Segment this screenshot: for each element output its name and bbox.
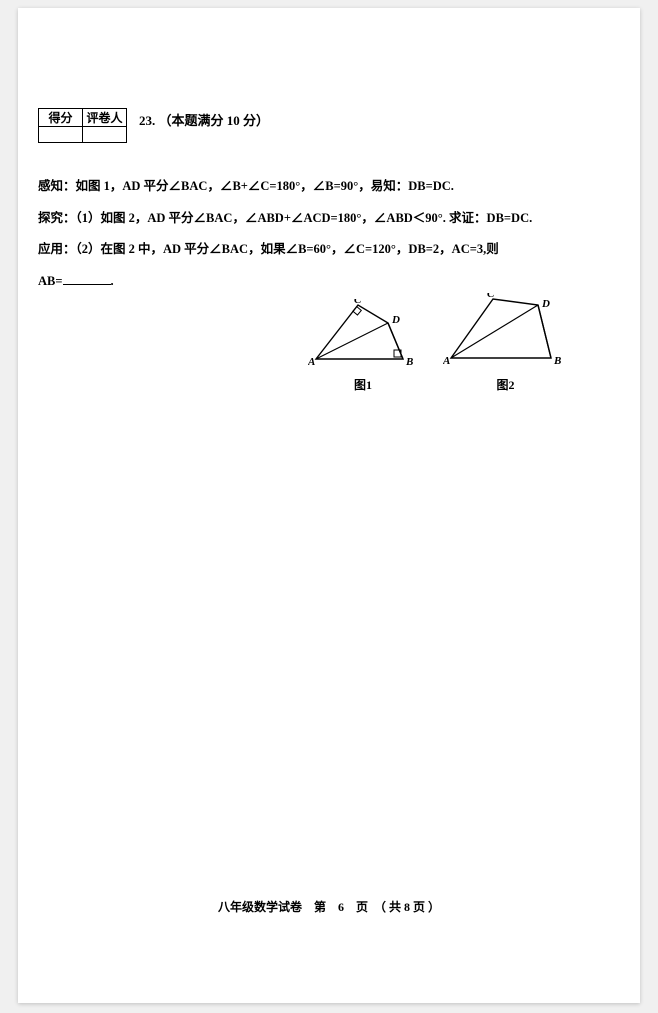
line-3b-suffix: .	[111, 274, 114, 288]
answer-blank[interactable]	[63, 284, 111, 285]
figure-1-caption: 图1	[354, 372, 372, 398]
fig2-label-A: A	[443, 355, 450, 367]
score-cell-grader[interactable]	[83, 127, 127, 143]
figure-2-svg: A B C D	[443, 293, 568, 369]
fig2-label-C: C	[487, 293, 495, 300]
fig1-label-B: B	[405, 356, 413, 368]
score-cell-score[interactable]	[39, 127, 83, 143]
line-2: 探究：（1）如图 2，AD 平分∠BAC，∠ABD+∠ACD=180°，∠ABD…	[38, 205, 620, 233]
fig1-label-C: C	[354, 299, 362, 306]
score-header-grader: 评卷人	[83, 109, 127, 127]
question-number: 23.	[139, 113, 155, 128]
figure-1-svg: A B C D	[308, 299, 418, 369]
fig2-label-D: D	[541, 298, 550, 310]
fig2-label-B: B	[553, 355, 561, 367]
figures-row: A B C D 图1 A B C D 图2	[38, 299, 620, 409]
figure-2: A B C D 图2	[443, 293, 568, 398]
line-1: 感知：如图 1，AD 平分∠BAC，∠B+∠C=180°，∠B=90°，易知：D…	[38, 173, 620, 201]
score-table: 得分 评卷人	[38, 108, 127, 143]
fig1-label-A: A	[308, 356, 315, 368]
exam-page: 得分 评卷人 23. （本题满分 10 分） 感知：如图 1，AD 平分∠BAC…	[18, 8, 640, 1003]
line-3a: 应用：（2）在图 2 中，AD 平分∠BAC，如果∠B=60°，∠C=120°，…	[38, 236, 620, 264]
ab-label: AB=	[38, 274, 63, 288]
figure-1: A B C D 图1	[308, 299, 418, 398]
page-footer: 八年级数学试卷 第 6 页 （ 共 8 页 ）	[18, 898, 640, 915]
line-3b: AB=.	[38, 268, 620, 296]
question-title: 23. （本题满分 10 分）	[139, 108, 269, 129]
question-body: 感知：如图 1，AD 平分∠BAC，∠B+∠C=180°，∠B=90°，易知：D…	[38, 173, 620, 409]
question-header: 得分 评卷人 23. （本题满分 10 分）	[38, 108, 620, 143]
figure-2-caption: 图2	[496, 372, 514, 398]
fig1-label-D: D	[391, 314, 400, 326]
question-points: （本题满分 10 分）	[159, 113, 270, 128]
score-header-score: 得分	[39, 109, 83, 127]
